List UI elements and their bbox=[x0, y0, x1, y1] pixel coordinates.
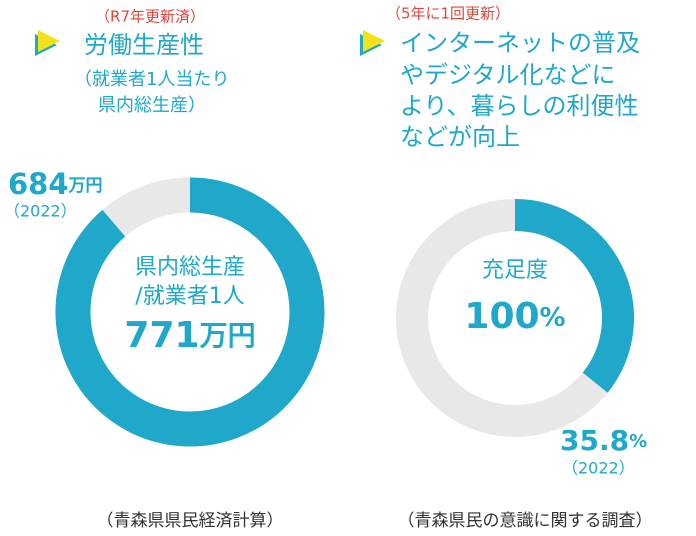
donut-value-arc bbox=[55, 177, 325, 447]
value-label: 35.8% bbox=[560, 424, 647, 457]
value-year: （2022） bbox=[562, 459, 635, 478]
source: （青森県民の意識に関する調査） bbox=[398, 511, 653, 531]
value-year: （2022） bbox=[4, 202, 77, 221]
title: インターネットの普及 bbox=[400, 29, 640, 57]
target-unit: % bbox=[540, 303, 566, 333]
value-unit: 万円 bbox=[68, 176, 103, 196]
update-note: （5年に1回更新） bbox=[386, 5, 510, 23]
target-number: 771 bbox=[124, 315, 199, 356]
title: より、暮らしの利便性 bbox=[400, 92, 639, 120]
subtitle: 県内総生産） bbox=[98, 95, 206, 116]
marker bbox=[363, 30, 385, 52]
value-number: 35.8 bbox=[560, 424, 629, 457]
center-label: /就業者1人 bbox=[135, 284, 244, 309]
title: やデジタル化などに bbox=[400, 61, 616, 89]
value-label: 684万円 bbox=[8, 167, 103, 201]
source: （青森県県民経済計算） bbox=[97, 511, 284, 531]
target-number: 100 bbox=[464, 296, 539, 337]
donut-value-arc bbox=[514, 199, 634, 393]
marker bbox=[38, 30, 60, 52]
title: などが向上 bbox=[400, 123, 520, 151]
value-unit: % bbox=[629, 431, 647, 452]
title: 労働生産性 bbox=[84, 31, 204, 59]
center-label: 県内総生産 bbox=[135, 255, 245, 280]
target-label: 100% bbox=[464, 296, 565, 337]
target-label: 771万円 bbox=[124, 315, 255, 356]
subtitle: （就業者1人当たり bbox=[74, 69, 229, 90]
target-unit: 万円 bbox=[200, 319, 256, 352]
center-label: 充足度 bbox=[482, 258, 548, 283]
update-note: （R7年更新済） bbox=[95, 8, 205, 26]
value-number: 684 bbox=[8, 167, 69, 201]
